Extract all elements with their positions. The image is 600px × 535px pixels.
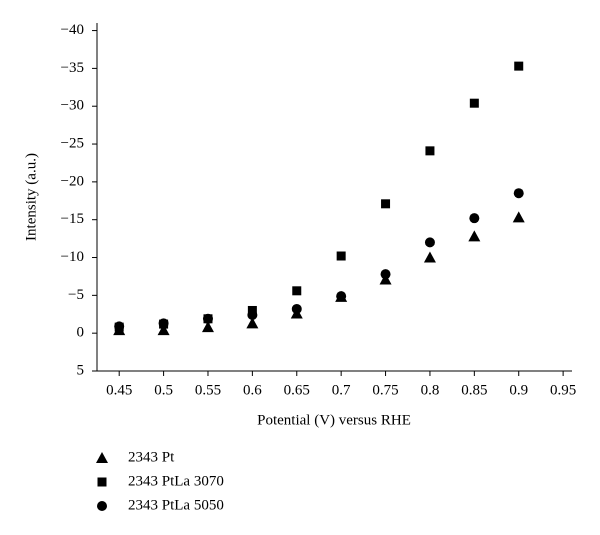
legend-label: 2343 PtLa 3070 [128, 473, 224, 489]
y-tick-label: 5 [77, 362, 85, 378]
point [247, 310, 258, 321]
x-tick-label: 0.8 [421, 382, 440, 398]
point [291, 303, 302, 314]
legend-label: 2343 Pt [128, 449, 175, 465]
point [114, 321, 125, 332]
x-axis-label: Potential (V) versus RHE [257, 412, 411, 428]
point [292, 286, 302, 296]
point [468, 230, 481, 242]
point [381, 199, 391, 209]
x-tick-label: 0.45 [106, 382, 132, 398]
legend-marker [97, 477, 107, 487]
x-tick-label: 0.5 [154, 382, 173, 398]
point [514, 61, 524, 71]
legend-marker [96, 452, 108, 463]
y-tick-label: −40 [61, 22, 84, 38]
point [336, 291, 347, 302]
point [336, 251, 346, 261]
x-tick-label: 0.85 [461, 382, 487, 398]
point [424, 237, 435, 248]
x-tick-label: 0.9 [509, 382, 528, 398]
point [380, 269, 391, 280]
y-tick-label: −5 [68, 287, 84, 303]
x-tick-label: 0.55 [195, 382, 221, 398]
y-axis-label: Intensity (a.u.) [23, 153, 39, 241]
point [157, 324, 170, 336]
point [423, 251, 436, 263]
y-tick-label: −20 [61, 173, 84, 189]
point [425, 146, 435, 156]
point [469, 213, 480, 224]
y-tick-label: −10 [61, 249, 84, 265]
legend-label: 2343 PtLa 5050 [128, 497, 224, 513]
point [158, 318, 169, 329]
x-tick-label: 0.95 [550, 382, 576, 398]
x-tick-label: 0.7 [332, 382, 351, 398]
y-tick-label: −25 [61, 135, 84, 151]
y-tick-label: −30 [61, 98, 84, 114]
x-tick-label: 0.75 [372, 382, 398, 398]
y-tick-label: 0 [77, 325, 85, 341]
legend-marker [97, 501, 107, 511]
point [512, 211, 525, 223]
point [469, 98, 479, 108]
point [201, 321, 214, 333]
y-tick-label: −15 [61, 211, 84, 227]
x-tick-label: 0.65 [284, 382, 310, 398]
point [513, 188, 524, 199]
point [202, 313, 213, 324]
point [246, 317, 259, 329]
x-tick-label: 0.6 [243, 382, 262, 398]
y-tick-label: −35 [61, 60, 84, 76]
